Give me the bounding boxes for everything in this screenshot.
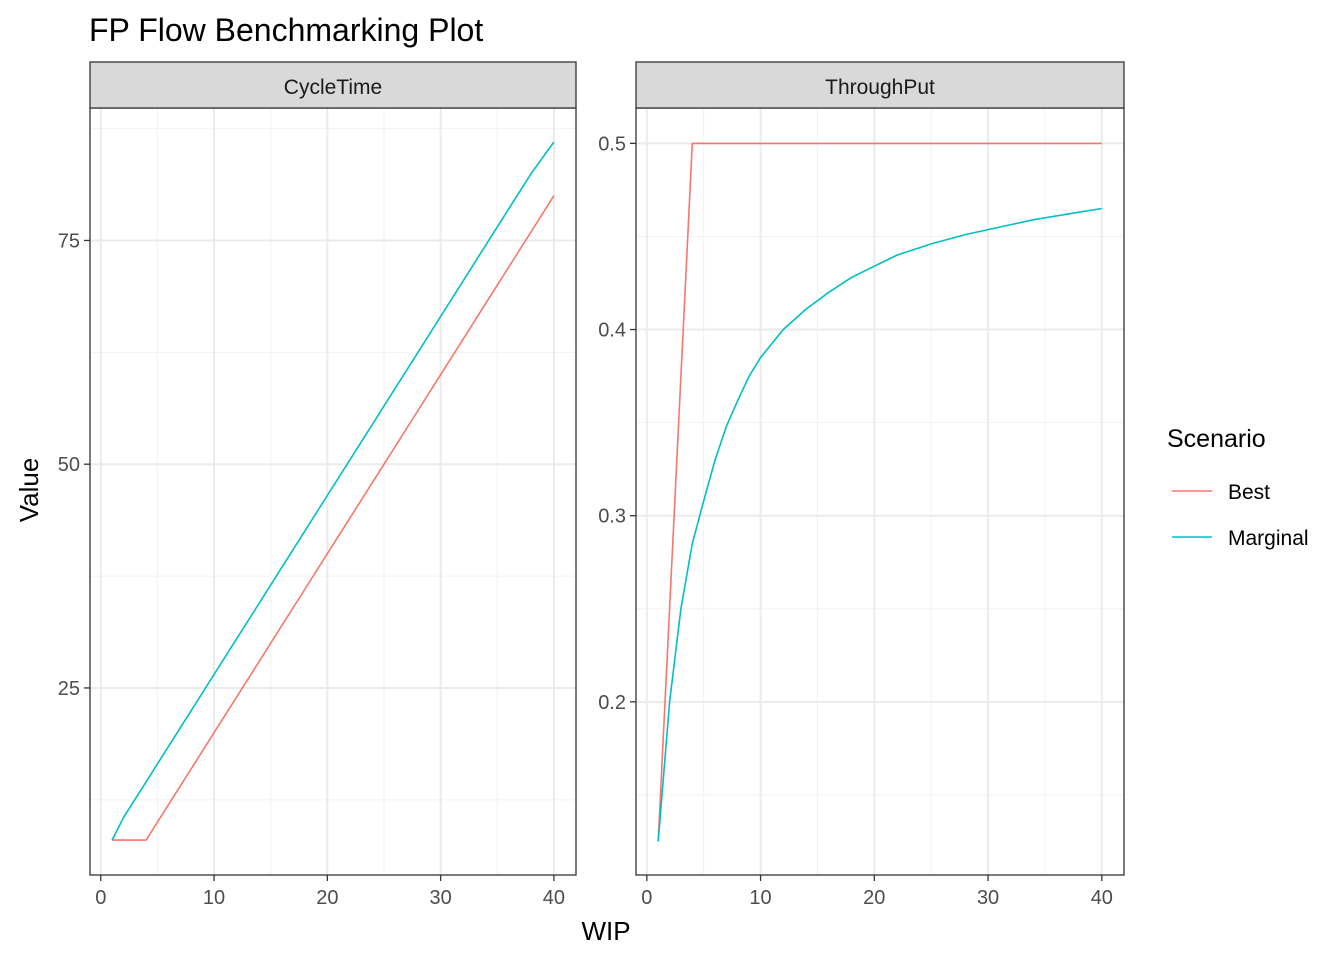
x-tick-label: 20 bbox=[863, 887, 885, 909]
x-tick-label: 40 bbox=[543, 887, 565, 909]
x-tick-label: 0 bbox=[641, 887, 652, 909]
x-tick-label: 10 bbox=[203, 887, 225, 909]
legend-title: Scenario bbox=[1167, 425, 1266, 453]
x-tick-label: 30 bbox=[429, 887, 451, 909]
strip-background bbox=[89, 61, 577, 109]
strip-background bbox=[635, 61, 1125, 109]
panel-background bbox=[90, 108, 576, 875]
legend-label-best: Best bbox=[1228, 481, 1270, 504]
y-tick-label: 0.5 bbox=[598, 133, 626, 155]
x-tick-label: 30 bbox=[977, 887, 999, 909]
strip-label: ThroughPut bbox=[825, 76, 935, 99]
series-line-best bbox=[112, 195, 555, 841]
panel-throughput: ThroughPut 0 10 20 30 40 0.2 0.3 0.4 0.5 bbox=[598, 61, 1125, 909]
x-axis-title: WIP bbox=[581, 916, 630, 946]
series-line-marginal bbox=[657, 207, 1102, 842]
y-tick-label: 0.3 bbox=[598, 506, 626, 528]
legend-label-marginal: Marginal bbox=[1228, 527, 1309, 550]
strip-label: CycleTime bbox=[284, 76, 382, 99]
panel-cycletime: CycleTime 0 10 20 30 40 25 50 75 bbox=[58, 61, 577, 909]
y-tick-label: 0.4 bbox=[598, 320, 626, 342]
panel-background bbox=[636, 108, 1124, 875]
series-line-best bbox=[657, 142, 1102, 842]
x-tick-label: 40 bbox=[1091, 887, 1113, 909]
legend: Scenario Best Marginal bbox=[1167, 425, 1309, 550]
y-tick-label: 50 bbox=[58, 454, 80, 476]
x-tick-label: 20 bbox=[316, 887, 338, 909]
y-tick-label: 75 bbox=[58, 230, 80, 252]
panels: CycleTime 0 10 20 30 40 25 50 75 ThroughPut 0 10 20 3… bbox=[58, 61, 1125, 909]
chart-title: FP Flow Benchmarking Plot bbox=[89, 12, 483, 48]
y-tick-label: 25 bbox=[58, 678, 80, 700]
y-axis-title: Value bbox=[14, 458, 44, 523]
series-line-marginal bbox=[111, 141, 555, 841]
x-tick-label: 0 bbox=[95, 887, 106, 909]
y-tick-label: 0.2 bbox=[598, 692, 626, 714]
x-tick-label: 10 bbox=[749, 887, 771, 909]
